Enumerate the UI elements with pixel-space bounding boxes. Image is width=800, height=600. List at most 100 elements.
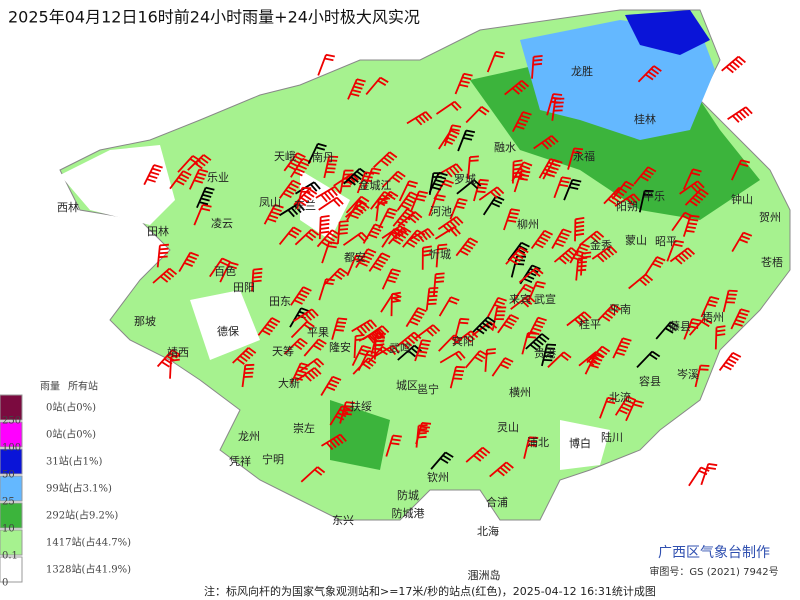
wind-barb (428, 172, 443, 195)
city-label: 凤山 (259, 196, 281, 209)
wind-barb (381, 170, 406, 188)
wind-barb (551, 228, 572, 249)
wind-barb (688, 317, 713, 336)
city-label: 隆安 (329, 340, 351, 354)
wind-barb (303, 338, 327, 357)
wind-barb (370, 191, 393, 210)
wind-barb (603, 186, 628, 205)
wind-barb (351, 344, 372, 366)
wind-barb (178, 251, 200, 273)
wind-barb (637, 65, 662, 83)
legend-swatch (0, 448, 23, 475)
city-label: 河池 (430, 205, 452, 218)
wind-barb (465, 446, 491, 463)
city-label: 陆川 (601, 430, 623, 444)
wind-barb (257, 317, 281, 336)
wind-barb (263, 203, 284, 225)
wind-barb (430, 451, 454, 470)
wind-barb (513, 170, 531, 193)
wind-barb (437, 216, 464, 233)
city-label: 涠洲岛 (468, 568, 501, 582)
wind-barb (290, 157, 312, 178)
wind-barb (370, 332, 386, 355)
wind-barb (428, 194, 446, 217)
wind-barb (397, 211, 423, 227)
legend-threshold: 25 (2, 497, 15, 508)
wind-barb (390, 291, 401, 317)
wind-barb (435, 243, 448, 268)
wind-barb (553, 247, 579, 265)
wind-barb (491, 357, 514, 377)
wind-barb (731, 231, 753, 253)
wind-barb (700, 463, 718, 486)
wind-barb (368, 252, 391, 272)
wind-barb (296, 186, 312, 210)
wind-barb (473, 178, 489, 202)
wind-barb (669, 247, 696, 265)
city-label: 来宾 (509, 292, 531, 306)
wind-barb (454, 72, 473, 95)
wind-barb (694, 364, 710, 388)
wind-barb (682, 168, 702, 190)
city-label: 德保 (217, 324, 239, 338)
city-label: 贺州 (759, 211, 781, 224)
city-label: 西林 (57, 200, 79, 214)
wind-barb (339, 169, 354, 193)
wind-barb (232, 347, 257, 365)
wind-barb (597, 303, 622, 322)
wind-barb (436, 163, 463, 178)
wind-barb (636, 350, 661, 369)
wind-barb (504, 80, 530, 96)
city-label: 蒙山 (625, 234, 647, 247)
city-label: 防城港 (392, 506, 425, 520)
wind-barb (398, 180, 418, 202)
wind-barb (373, 344, 400, 358)
city-label: 平乐 (643, 190, 665, 203)
city-label: 邕宁 (417, 382, 439, 396)
wind-barb (169, 170, 192, 190)
wind-barb (503, 208, 521, 231)
city-label: 金秀 (590, 238, 612, 252)
wind-barb (156, 349, 181, 368)
city-label: 天等 (272, 344, 294, 358)
city-label: 钦州 (427, 471, 449, 484)
wind-barb (289, 307, 310, 328)
city-label: 北流 (609, 390, 631, 404)
wind-barb (541, 343, 557, 367)
city-label: 田东 (269, 295, 291, 308)
wind-barb (196, 186, 215, 209)
wind-barb (580, 251, 592, 276)
wind-barb (219, 261, 239, 283)
legend-swatch (0, 529, 23, 556)
wind-barb (683, 318, 702, 340)
wind-barb (318, 215, 330, 240)
city-label: 武宣 (534, 292, 556, 306)
city-label: 横州 (509, 385, 531, 399)
wind-barb (492, 306, 507, 330)
city-label: 藤县 (669, 320, 691, 333)
wind-barb (644, 256, 666, 276)
wind-barb (722, 289, 738, 313)
wind-barb (700, 296, 720, 318)
title: 2025年04月12日16时前24小时雨量+24小时极大风实况 (8, 8, 420, 27)
city-label: 宾阳 (452, 334, 474, 348)
wind-barb (331, 317, 348, 340)
wind-barb (278, 226, 302, 245)
wind-barb (586, 345, 611, 364)
city-label: 防城 (397, 488, 419, 502)
wind-barb (530, 229, 553, 250)
wind-barb (397, 344, 422, 361)
wind-barb (406, 111, 433, 126)
wind-barb (563, 178, 582, 201)
city-label: 博白 (569, 436, 591, 450)
city-label: 平南 (609, 303, 631, 316)
wind-barb (405, 307, 427, 328)
wind-barb (611, 180, 635, 200)
wind-barb (714, 325, 726, 350)
wind-barb (682, 214, 700, 237)
wind-barb (507, 241, 530, 261)
city-label: 靖西 (167, 346, 189, 359)
wind-barb (484, 348, 496, 372)
wind-barb (518, 267, 544, 284)
